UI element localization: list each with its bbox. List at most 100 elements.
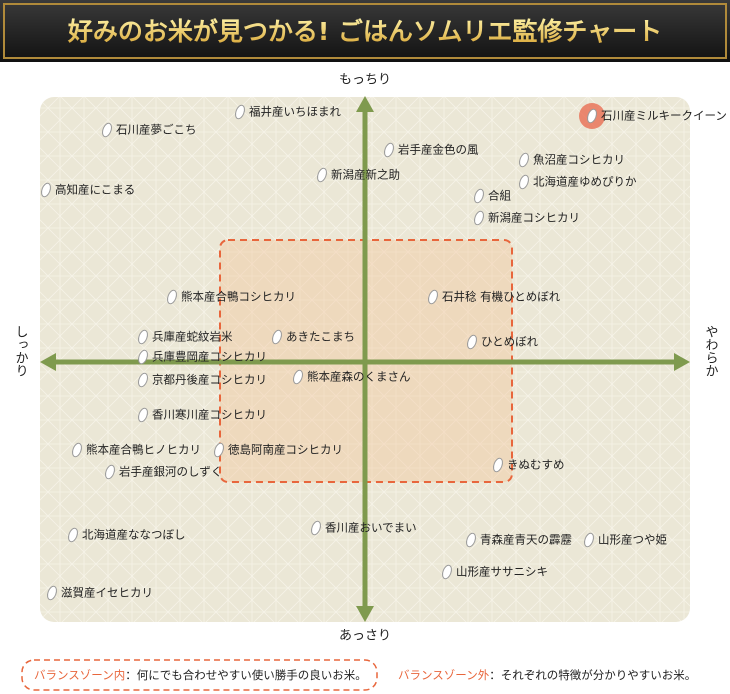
rice-label: 石井稔 有機ひとめぼれ <box>442 290 561 304</box>
rice-item: 岩手産銀河のしずく <box>105 464 222 480</box>
rice-label: 熊本産合鴨コシヒカリ <box>181 290 296 304</box>
rice-label: ひとめぼれ <box>481 335 539 349</box>
rice-grain-icon <box>235 104 245 120</box>
rice-label: 岩手産銀河のしずく <box>119 465 222 479</box>
rice-grain-icon <box>474 188 484 204</box>
rice-label: 兵庫産蛇紋岩米 <box>152 330 233 344</box>
rice-label: 岩手産金色の風 <box>398 143 479 157</box>
rice-item: 兵庫豊岡産コシヒカリ <box>138 349 267 365</box>
rice-label: 高知産にこまる <box>55 183 135 197</box>
axis-label-bottom: あっさり <box>339 629 391 644</box>
rice-grain-icon <box>167 289 177 305</box>
legend-outside: バランスゾーン外：それぞれの特徴が分かりやすいお米。 <box>398 668 696 682</box>
rice-item: 兵庫産蛇紋岩米 <box>138 329 233 345</box>
rice-grain-icon <box>138 329 148 345</box>
rice-label: 北海道産ゆめぴりか <box>533 175 637 189</box>
rice-grain-icon <box>138 407 148 423</box>
rice-label: 熊本産合鴨ヒノヒカリ <box>86 443 201 457</box>
rice-item: 熊本産森のくまさん <box>293 369 411 385</box>
rice-item: 石井稔 有機ひとめぼれ <box>428 289 561 305</box>
rice-label: 徳島阿南産コシヒカリ <box>228 443 343 457</box>
rice-item: 北海道産ゆめぴりか <box>519 174 637 190</box>
rice-item: 山形産つや姫 <box>584 532 667 548</box>
rice-label: 香川産おいでまい <box>325 521 417 535</box>
rice-item: 高知産にこまる <box>41 182 135 198</box>
rice-label: 石川産ミルキークイーン <box>601 109 727 123</box>
rice-item: 石川産夢ごこち <box>102 122 197 138</box>
rice-label: 魚沼産コシヒカリ <box>533 153 625 167</box>
rice-grain-icon <box>428 289 438 305</box>
rice-label: 滋賀産イセヒカリ <box>61 586 153 600</box>
rice-label: 青森産青天の霹靂 <box>480 533 572 547</box>
rice-item: 合組 <box>474 188 511 204</box>
rice-label: 山形産つや姫 <box>598 533 667 547</box>
rice-label: 福井産いちほまれ <box>249 105 341 119</box>
rice-grain-icon <box>138 349 148 365</box>
rice-item: 岩手産金色の風 <box>384 142 479 158</box>
rice-item: 魚沼産コシヒカリ <box>519 152 625 168</box>
rice-grain-icon <box>214 442 224 458</box>
legend-outside-description: ：それぞれの特徴が分かりやすいお米。 <box>489 668 696 682</box>
rice-grain-icon <box>272 329 282 345</box>
rice-grain-icon <box>68 527 78 543</box>
rice-label: 北海道産ななつぼし <box>82 528 186 542</box>
arrow-top <box>356 96 374 112</box>
rice-label: 新潟産新之助 <box>331 168 400 182</box>
rice-item: 北海道産ななつぼし <box>68 527 186 543</box>
axis-label-top: もっちり <box>339 73 391 88</box>
rice-grain-icon <box>41 182 51 198</box>
rice-item: 熊本産合鴨ヒノヒカリ <box>72 442 201 458</box>
rice-grain-icon <box>466 532 476 548</box>
rice-label: 合組 <box>488 189 511 203</box>
rice-grain-icon <box>105 464 115 480</box>
legend-inside-box <box>21 659 378 691</box>
legend-inside: バランスゾーン内：何にでも合わせやすい使い勝手の良いお米。 <box>34 668 367 682</box>
header-title: 好みのお米が見つかる! ごはんソムリエ監修チャート <box>67 17 662 46</box>
rice-grain-icon <box>584 532 594 548</box>
rice-item: 新潟産新之助 <box>317 167 400 183</box>
rice-item: 滋賀産イセヒカリ <box>47 585 153 601</box>
legend-outside-term: バランスゾーン外 <box>398 668 490 682</box>
rice-item: 山形産ササニシキ <box>442 564 548 580</box>
rice-grain-icon <box>519 174 529 190</box>
rice-item: 熊本産合鴨コシヒカリ <box>167 289 296 305</box>
rice-grain-icon <box>138 372 148 388</box>
rice-item: 香川産おいでまい <box>311 521 417 536</box>
rice-label: 山形産ササニシキ <box>456 565 548 579</box>
rice-label: 香川寒川産コシヒカリ <box>152 408 267 422</box>
arrow-bottom <box>356 606 374 622</box>
rice-label: あきたこまち <box>286 330 355 344</box>
rice-grain-icon <box>474 210 484 226</box>
rice-grain-icon <box>384 142 394 158</box>
rice-grain-icon <box>493 457 503 473</box>
rice-grain-icon <box>467 334 477 350</box>
rice-label: 兵庫豊岡産コシヒカリ <box>152 350 267 364</box>
rice-grain-icon <box>519 152 529 168</box>
rice-item: 新潟産コシヒカリ <box>474 210 580 226</box>
legend-inside-term: バランスゾーン内 <box>34 668 125 682</box>
rice-grain-icon <box>102 122 112 138</box>
legend-inside-description: ：何にでも合わせやすい使い勝手の良いお米。 <box>125 668 367 682</box>
rice-item: 青森産青天の霹靂 <box>466 532 572 548</box>
rice-grain-icon <box>72 442 82 458</box>
axis-label-right: やわらか <box>703 325 719 377</box>
rice-item: 徳島阿南産コシヒカリ <box>214 442 343 458</box>
arrow-right <box>674 353 690 371</box>
rice-grain-icon <box>442 564 452 580</box>
rice-grain-icon <box>47 585 57 601</box>
rice-item: 香川寒川産コシヒカリ <box>138 407 267 423</box>
rice-label: 熊本産森のくまさん <box>307 370 411 384</box>
rice-item: あきたこまち <box>272 329 355 345</box>
rice-item: 京都丹後産コシヒカリ <box>138 372 267 388</box>
arrow-left <box>40 353 56 371</box>
axes <box>40 96 690 622</box>
rice-grain-icon <box>587 108 597 124</box>
rice-item: 石川産ミルキークイーン <box>579 103 727 129</box>
rice-grain-icon <box>293 369 303 385</box>
rice-label: 新潟産コシヒカリ <box>488 211 580 225</box>
axis-label-left: しっかり <box>13 325 28 377</box>
rice-grain-icon <box>317 167 327 183</box>
rice-item: きぬむすめ <box>493 457 565 473</box>
